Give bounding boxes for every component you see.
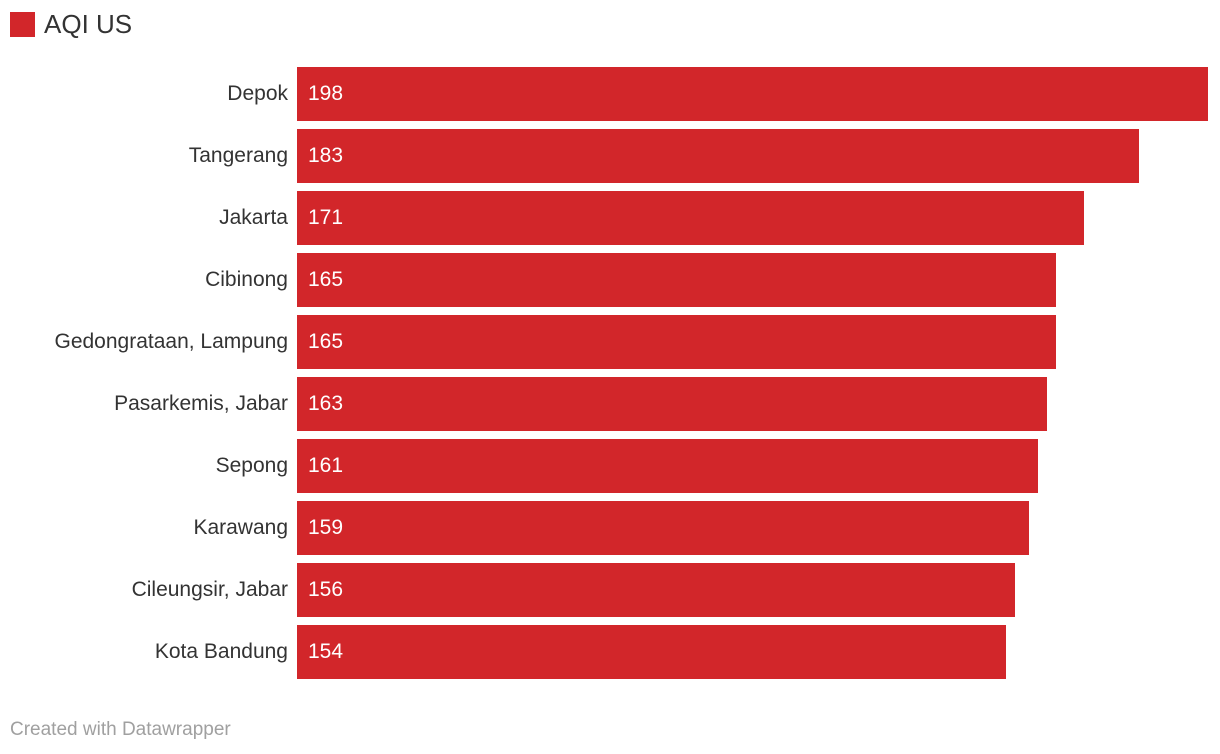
bar-track: 165	[297, 315, 1208, 369]
bar-track: 198	[297, 67, 1208, 121]
bar-value-label: 165	[308, 268, 344, 291]
category-label: Gedongrataan, Lampung	[54, 330, 288, 353]
category-label: Jakarta	[219, 206, 288, 229]
category-label: Kota Bandung	[154, 640, 288, 663]
bar-aqi-us: 156	[297, 563, 1015, 617]
bar-value-label: 159	[308, 516, 344, 539]
bar-track: 163	[297, 377, 1208, 431]
bar-value-label: 163	[308, 392, 344, 415]
bar-track: 165	[297, 253, 1208, 307]
chart-row: Cibinong 165	[10, 253, 1220, 307]
chart-row: Kota Bandung 154	[10, 625, 1220, 679]
bar-value-label: 156	[308, 578, 344, 601]
legend-swatch-aqi-us	[10, 11, 35, 37]
chart-row: Tangerang 183	[10, 129, 1220, 183]
chart-row: Sepong 161	[10, 439, 1220, 493]
category-label: Depok	[227, 82, 288, 105]
bar-chart: Depok 198 Tangerang 183 Jakarta 171 Cibinong 16…	[10, 67, 1220, 679]
bar-track: 183	[297, 129, 1208, 183]
bar-aqi-us: 171	[297, 191, 1084, 245]
bar-aqi-us: 159	[297, 501, 1029, 555]
bar-aqi-us: 198	[297, 67, 1208, 121]
bar-value-label: 198	[308, 82, 344, 105]
bar-track: 156	[297, 563, 1208, 617]
chart-row: Cileungsir, Jabar 156	[10, 563, 1220, 617]
legend: AQI US	[10, 8, 1220, 39]
bar-track: 171	[297, 191, 1208, 245]
bar-track: 161	[297, 439, 1208, 493]
category-label: Cileungsir, Jabar	[131, 578, 288, 601]
bar-track: 159	[297, 501, 1208, 555]
bar-track: 154	[297, 625, 1208, 679]
bar-value-label: 171	[308, 206, 344, 229]
chart-row: Gedongrataan, Lampung 165	[10, 315, 1220, 369]
category-label: Pasarkemis, Jabar	[114, 392, 288, 415]
bar-aqi-us: 163	[297, 377, 1047, 431]
bar-value-label: 161	[308, 454, 344, 477]
bar-value-label: 154	[308, 640, 344, 663]
chart-row: Jakarta 171	[10, 191, 1220, 245]
bar-aqi-us: 154	[297, 625, 1006, 679]
bar-aqi-us: 165	[297, 315, 1057, 369]
chart-row: Depok 198	[10, 67, 1220, 121]
chart-row: Karawang 159	[10, 501, 1220, 555]
attribution-link[interactable]: Created with Datawrapper	[10, 719, 231, 740]
attribution: Created with Datawrapper	[10, 719, 1220, 741]
bar-aqi-us: 165	[297, 253, 1057, 307]
bar-aqi-us: 183	[297, 129, 1139, 183]
category-label: Sepong	[215, 454, 288, 477]
category-label: Karawang	[193, 516, 288, 539]
category-label: Tangerang	[188, 144, 288, 167]
chart-row: Pasarkemis, Jabar 163	[10, 377, 1220, 431]
bar-value-label: 165	[308, 330, 344, 353]
bar-aqi-us: 161	[297, 439, 1038, 493]
bar-value-label: 183	[308, 144, 344, 167]
legend-label: AQI US	[44, 8, 133, 39]
category-label: Cibinong	[205, 268, 288, 291]
